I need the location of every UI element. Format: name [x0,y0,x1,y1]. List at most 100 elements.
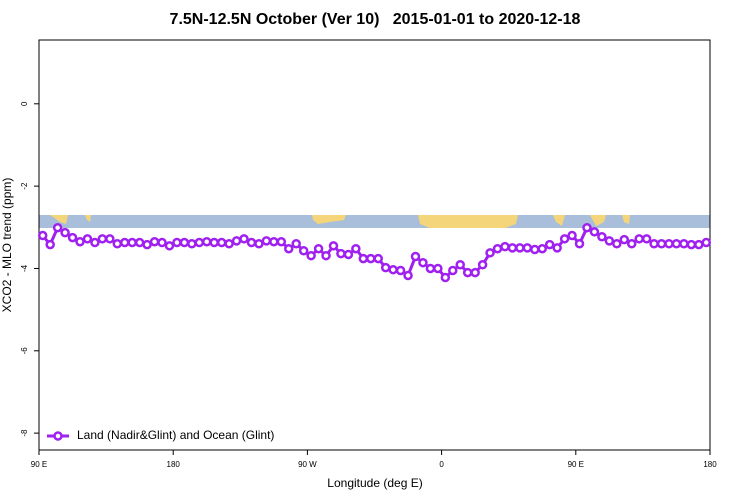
data-point [507,243,518,253]
data-point [649,239,659,249]
map-strip [39,215,710,228]
x-tick-label: 0 [439,460,444,469]
data-point [366,253,376,264]
land [553,215,565,226]
data-point [246,237,257,248]
data-point [500,241,510,252]
data-point [522,243,533,253]
x-tick-label: 90 E [568,460,584,469]
data-point [82,234,93,244]
data-point [239,234,249,244]
data-point [119,237,130,248]
data-point [589,227,600,237]
data-point [626,239,637,249]
data-point [149,236,160,247]
y-tick-label: -2 [20,182,29,190]
data-point [97,234,108,244]
data-point [231,236,242,246]
x-tick-label: 90 E [31,460,47,469]
legend-marker [53,431,63,441]
data-point [358,253,369,264]
data-point [313,243,324,254]
data-point [403,270,413,281]
data-point [433,263,443,274]
y-axis-label: XCO2 - MLO trend (ppm) [0,178,14,313]
data-point [336,248,346,259]
data-point [462,267,473,278]
data-point [567,230,577,241]
data-point [75,236,85,247]
data-point [224,239,234,249]
data-point [485,248,495,258]
data-point [284,243,294,254]
data-point [202,236,212,247]
data-point [679,239,689,249]
data-point [448,265,458,276]
y-tick-label: -8 [20,429,29,437]
data-point [530,244,540,255]
data-point [455,260,465,270]
data-point [254,239,264,249]
data-point [619,234,630,245]
data-point [664,239,674,249]
data-point [60,227,70,238]
data-point [612,239,622,249]
data-point [544,239,555,250]
land [418,215,518,228]
data-point [515,243,525,253]
data-point [574,239,585,249]
data-point [470,267,480,278]
data-point [373,253,383,264]
data-point [209,237,219,248]
data-point [321,250,331,261]
y-tick-label: -6 [20,347,29,355]
data-point [537,243,547,254]
data-point [216,237,227,248]
x-tick-label: 180 [167,460,181,469]
ocean-band [39,215,710,228]
data-point [656,239,667,249]
data-point [90,237,100,248]
data-point [134,237,145,248]
data-point [641,234,652,244]
data-point [291,239,301,249]
x-tick-label: 180 [703,460,717,469]
data-point [604,236,615,246]
data-point [67,232,78,243]
data-point [597,232,607,242]
data-point [410,251,421,262]
data-point [52,222,63,233]
land [622,215,630,224]
x-tick-label: 90 W [298,460,317,469]
data-point [492,243,503,254]
data-point [261,236,272,246]
data-point [343,249,354,260]
data-point [194,237,205,248]
land [85,215,91,222]
data-point [127,237,137,248]
data-point [671,239,682,249]
data-point [164,241,175,251]
legend-label: Land (Nadir&Glint) and Ocean (Glint) [77,428,274,442]
land [50,215,68,224]
data-point [395,265,406,276]
data-point [686,239,697,250]
data-point [157,237,167,248]
data-point [351,243,361,254]
data-point [45,239,55,250]
data-point [477,260,488,270]
data-point [701,237,712,248]
data-point [634,234,644,244]
data-point [418,257,428,268]
y-tick-label: 0 [20,101,29,106]
land [312,215,346,224]
data-point [276,236,287,247]
legend: Land (Nadir&Glint) and Ocean (Glint) [47,428,274,442]
data-point [425,263,436,274]
data-point [559,234,570,244]
data-point [269,236,279,247]
land [590,215,606,226]
data-point [105,234,115,244]
